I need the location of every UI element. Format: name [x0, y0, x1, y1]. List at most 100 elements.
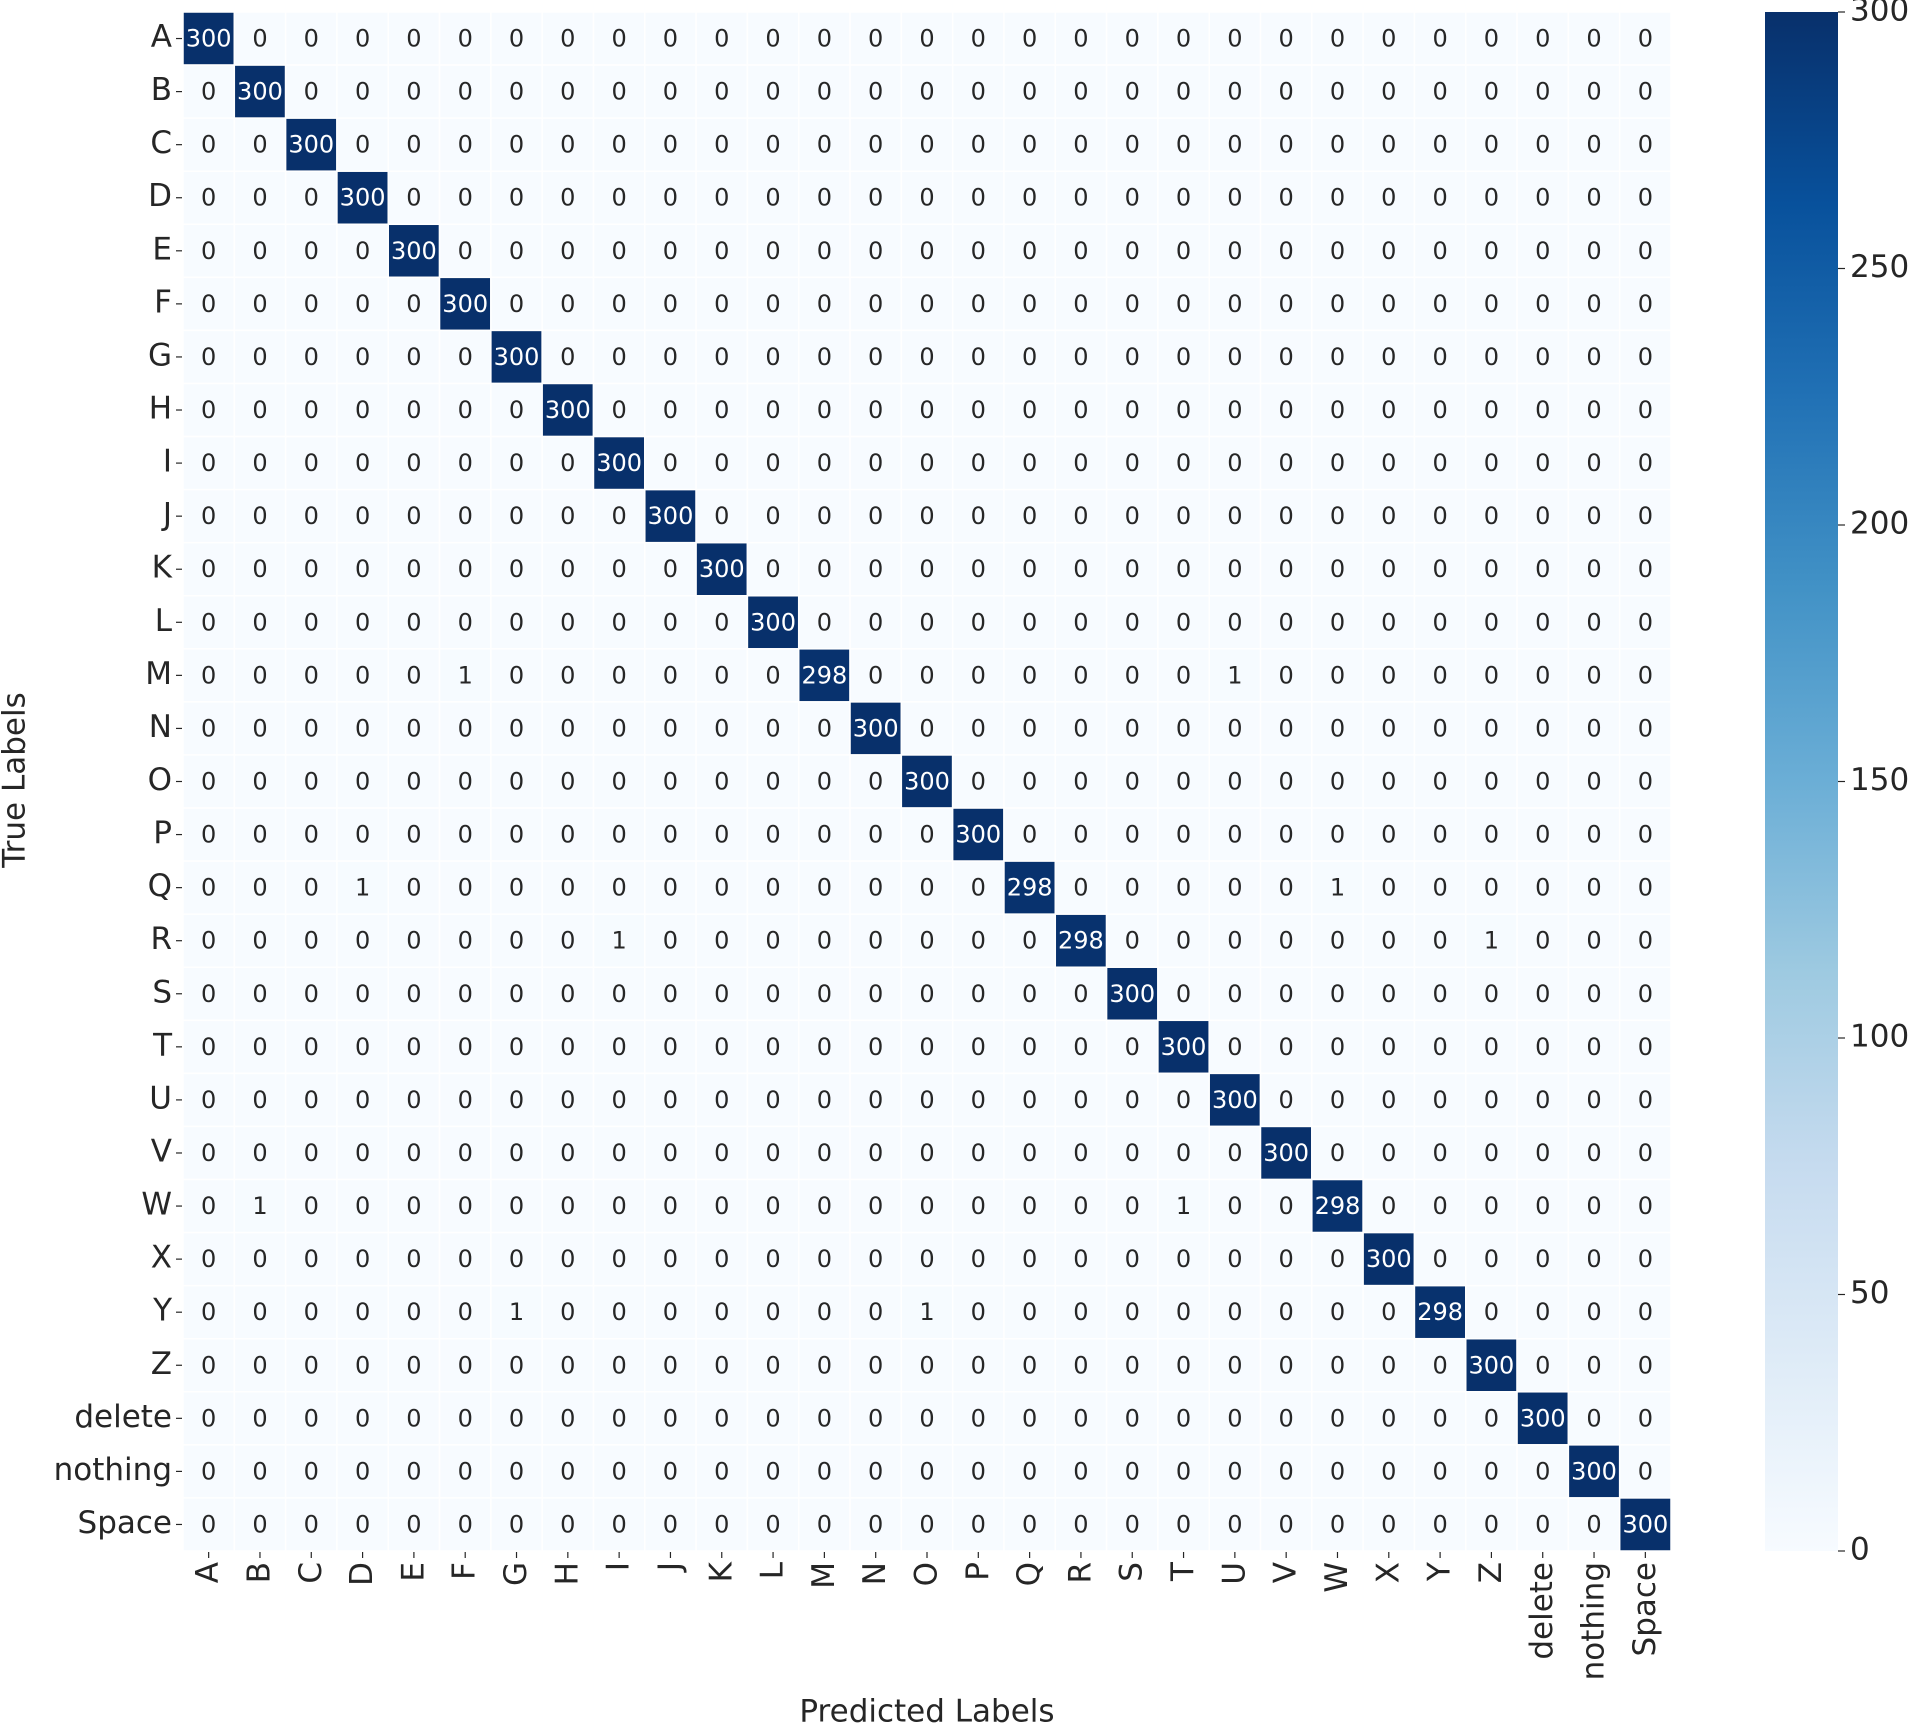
cell-label: 0 [714, 821, 729, 849]
cell-label: 0 [1330, 25, 1345, 53]
cell [849, 1444, 903, 1499]
cell-label: 0 [817, 1351, 832, 1379]
cell [1208, 648, 1262, 703]
cell-label: 0 [1638, 1192, 1653, 1220]
cell [1208, 807, 1262, 862]
cell-label: 0 [1484, 555, 1499, 583]
x-tick-label: Z [1473, 1562, 1509, 1583]
cell [1208, 595, 1262, 650]
cell-label: 0 [663, 980, 678, 1008]
cell [1311, 1178, 1364, 1234]
cell-label: 0 [1279, 821, 1294, 849]
cell-label: 0 [971, 343, 986, 371]
cell-label: 0 [1176, 184, 1191, 212]
cell-label: 0 [509, 290, 524, 318]
cell-label: 0 [304, 1298, 319, 1326]
cell-label: 0 [509, 768, 524, 796]
cell-label: 0 [1535, 78, 1550, 106]
cell-label: 0 [1279, 1086, 1294, 1114]
cell-label: 0 [1227, 927, 1242, 955]
cell [1567, 1391, 1621, 1446]
cell-label: 0 [1176, 555, 1191, 583]
cell-label: 0 [304, 1457, 319, 1485]
cell-label: 0 [1176, 1510, 1191, 1538]
cell-label: 0 [509, 821, 524, 849]
cell-label: 0 [1125, 396, 1140, 424]
cell [849, 11, 903, 66]
cell [1054, 117, 1108, 172]
cell-label: 0 [1586, 1510, 1601, 1538]
cell-label: 0 [1586, 768, 1601, 796]
cell-label: 0 [355, 1404, 370, 1432]
cell [1105, 1178, 1159, 1234]
cell-label: 0 [1073, 1298, 1088, 1326]
cell-label: 0 [1484, 714, 1499, 742]
cell [1157, 701, 1210, 756]
cell-label: 0 [1176, 927, 1191, 955]
cell-label: 0 [919, 714, 934, 742]
cell-label: 0 [304, 1510, 319, 1538]
cell-label: 0 [611, 131, 626, 159]
cell-label: 0 [560, 555, 575, 583]
cell-label: 0 [1432, 343, 1447, 371]
cell-label: 0 [663, 343, 678, 371]
cell-label: 0 [714, 661, 729, 689]
cell [1259, 382, 1313, 438]
cell-label: 0 [1586, 714, 1601, 742]
cell [336, 382, 389, 438]
x-axis-label: Predicted Labels [799, 1694, 1054, 1727]
cell [1413, 595, 1467, 650]
cell-label: 0 [1381, 237, 1396, 265]
cell [1054, 11, 1108, 66]
cell-label: 0 [714, 1298, 729, 1326]
cell [644, 170, 697, 226]
cell-label: 0 [765, 131, 780, 159]
cell-label: 0 [1073, 555, 1088, 583]
cell [1259, 1497, 1313, 1552]
cell [1311, 117, 1364, 172]
cell-label: 0 [406, 290, 421, 318]
cell-label: 0 [1125, 1404, 1140, 1432]
cell-label: 0 [560, 1457, 575, 1485]
cell [951, 223, 1005, 279]
cell [1465, 1019, 1518, 1075]
cell [746, 860, 800, 915]
cell-label: 0 [560, 608, 575, 636]
cell [900, 860, 954, 915]
cell-label: 0 [1432, 874, 1447, 902]
cell-label: 0 [1432, 237, 1447, 265]
cell-label: 300 [1263, 1139, 1309, 1167]
cell-label: 0 [1227, 1510, 1242, 1538]
cell [695, 1178, 749, 1234]
cell-label: 0 [1484, 343, 1499, 371]
cell-label: 0 [1535, 502, 1550, 530]
cell [1618, 276, 1672, 332]
cell [746, 170, 800, 226]
cell-label: 0 [1484, 1510, 1499, 1538]
cell-label: 0 [817, 1192, 832, 1220]
cell [592, 754, 646, 809]
cell [182, 1072, 236, 1128]
cell-label: 0 [560, 449, 575, 477]
cell-label: 0 [611, 768, 626, 796]
cell-label: 0 [252, 714, 267, 742]
cell-label: 0 [355, 1139, 370, 1167]
cell-label: 0 [304, 1404, 319, 1432]
cell-label: 0 [1535, 821, 1550, 849]
cell-label: 0 [1535, 1192, 1550, 1220]
cell-label: 0 [1432, 1404, 1447, 1432]
cell [1157, 1231, 1210, 1287]
cell [387, 329, 441, 385]
x-tick-label: Space [1627, 1562, 1663, 1656]
cell [695, 117, 749, 172]
cell [746, 701, 800, 756]
cell-label: 0 [1638, 714, 1653, 742]
cell-label: 0 [406, 980, 421, 1008]
cell-label: 0 [1279, 980, 1294, 1008]
cell-label: 0 [971, 1033, 986, 1061]
cell [644, 11, 697, 66]
cell-label: 0 [560, 874, 575, 902]
cell-label: 0 [1381, 25, 1396, 53]
x-tick-label: E [395, 1562, 431, 1582]
cell [644, 966, 697, 1022]
